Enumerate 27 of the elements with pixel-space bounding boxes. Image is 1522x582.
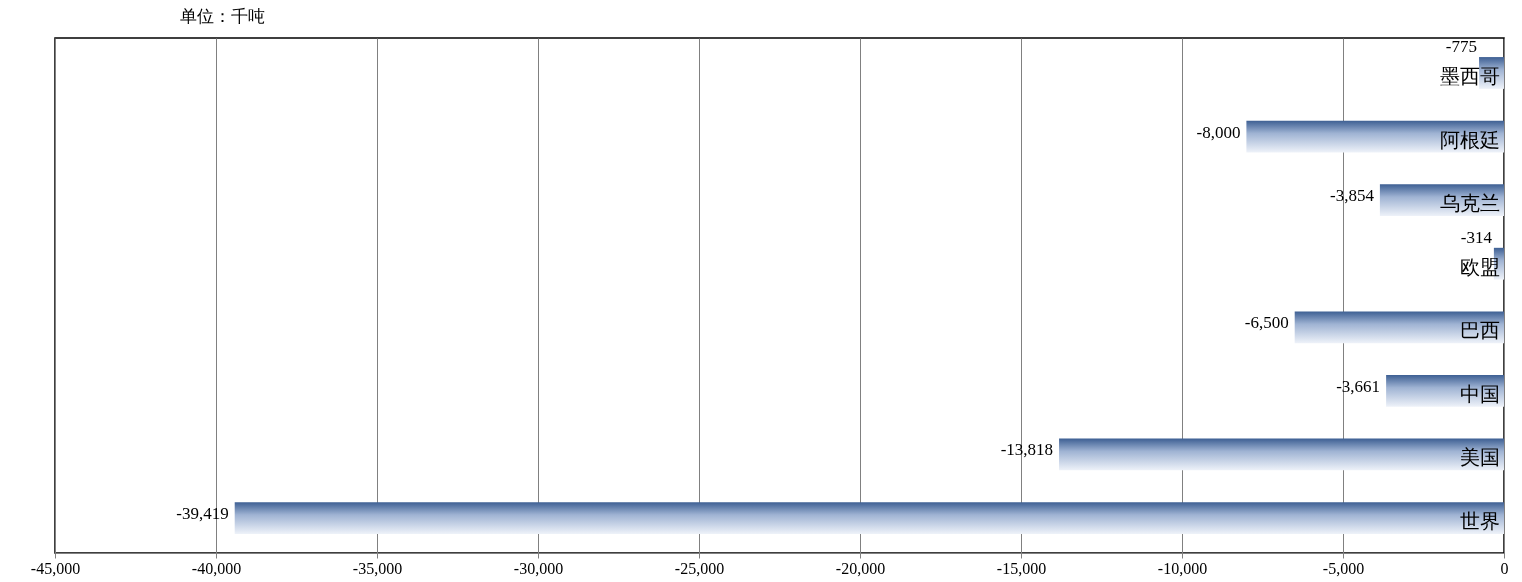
data-label: -8,000 xyxy=(1196,122,1241,142)
data-label: -13,818 xyxy=(1000,440,1054,460)
y-tick-label: 乌克兰 xyxy=(1440,192,1500,215)
y-tick-label: 巴西 xyxy=(1460,319,1500,342)
x-tick-label: -35,000 xyxy=(352,559,403,577)
y-tick-label: 墨西哥 xyxy=(1440,64,1500,87)
y-tick-label: 中国 xyxy=(1460,382,1500,405)
x-tick-label: -40,000 xyxy=(191,559,242,577)
x-tick-label: -5,000 xyxy=(1322,559,1365,577)
data-label: -6,500 xyxy=(1244,313,1289,333)
data-label: -314 xyxy=(1460,227,1493,247)
x-tick-label: -15,000 xyxy=(996,559,1047,577)
x-tick-label: -45,000 xyxy=(30,559,81,577)
x-tick-label: 0 xyxy=(1500,559,1509,577)
x-tick-label: -25,000 xyxy=(674,559,725,577)
x-tick-label: -30,000 xyxy=(513,559,564,577)
data-label: -3,661 xyxy=(1336,376,1381,396)
y-tick-label: 欧盟 xyxy=(1460,255,1500,278)
data-label: -775 xyxy=(1445,36,1478,56)
data-label: -39,419 xyxy=(176,504,229,524)
y-tick-label: 世界 xyxy=(1460,510,1500,533)
y-tick-label: 阿根廷 xyxy=(1440,128,1500,151)
x-tick-label: -10,000 xyxy=(1157,559,1208,577)
data-label: -3,854 xyxy=(1329,186,1375,206)
x-tick-label: -20,000 xyxy=(835,559,886,577)
y-tick-label: 美国 xyxy=(1460,446,1500,469)
text: 单位：千吨 xyxy=(180,6,266,26)
